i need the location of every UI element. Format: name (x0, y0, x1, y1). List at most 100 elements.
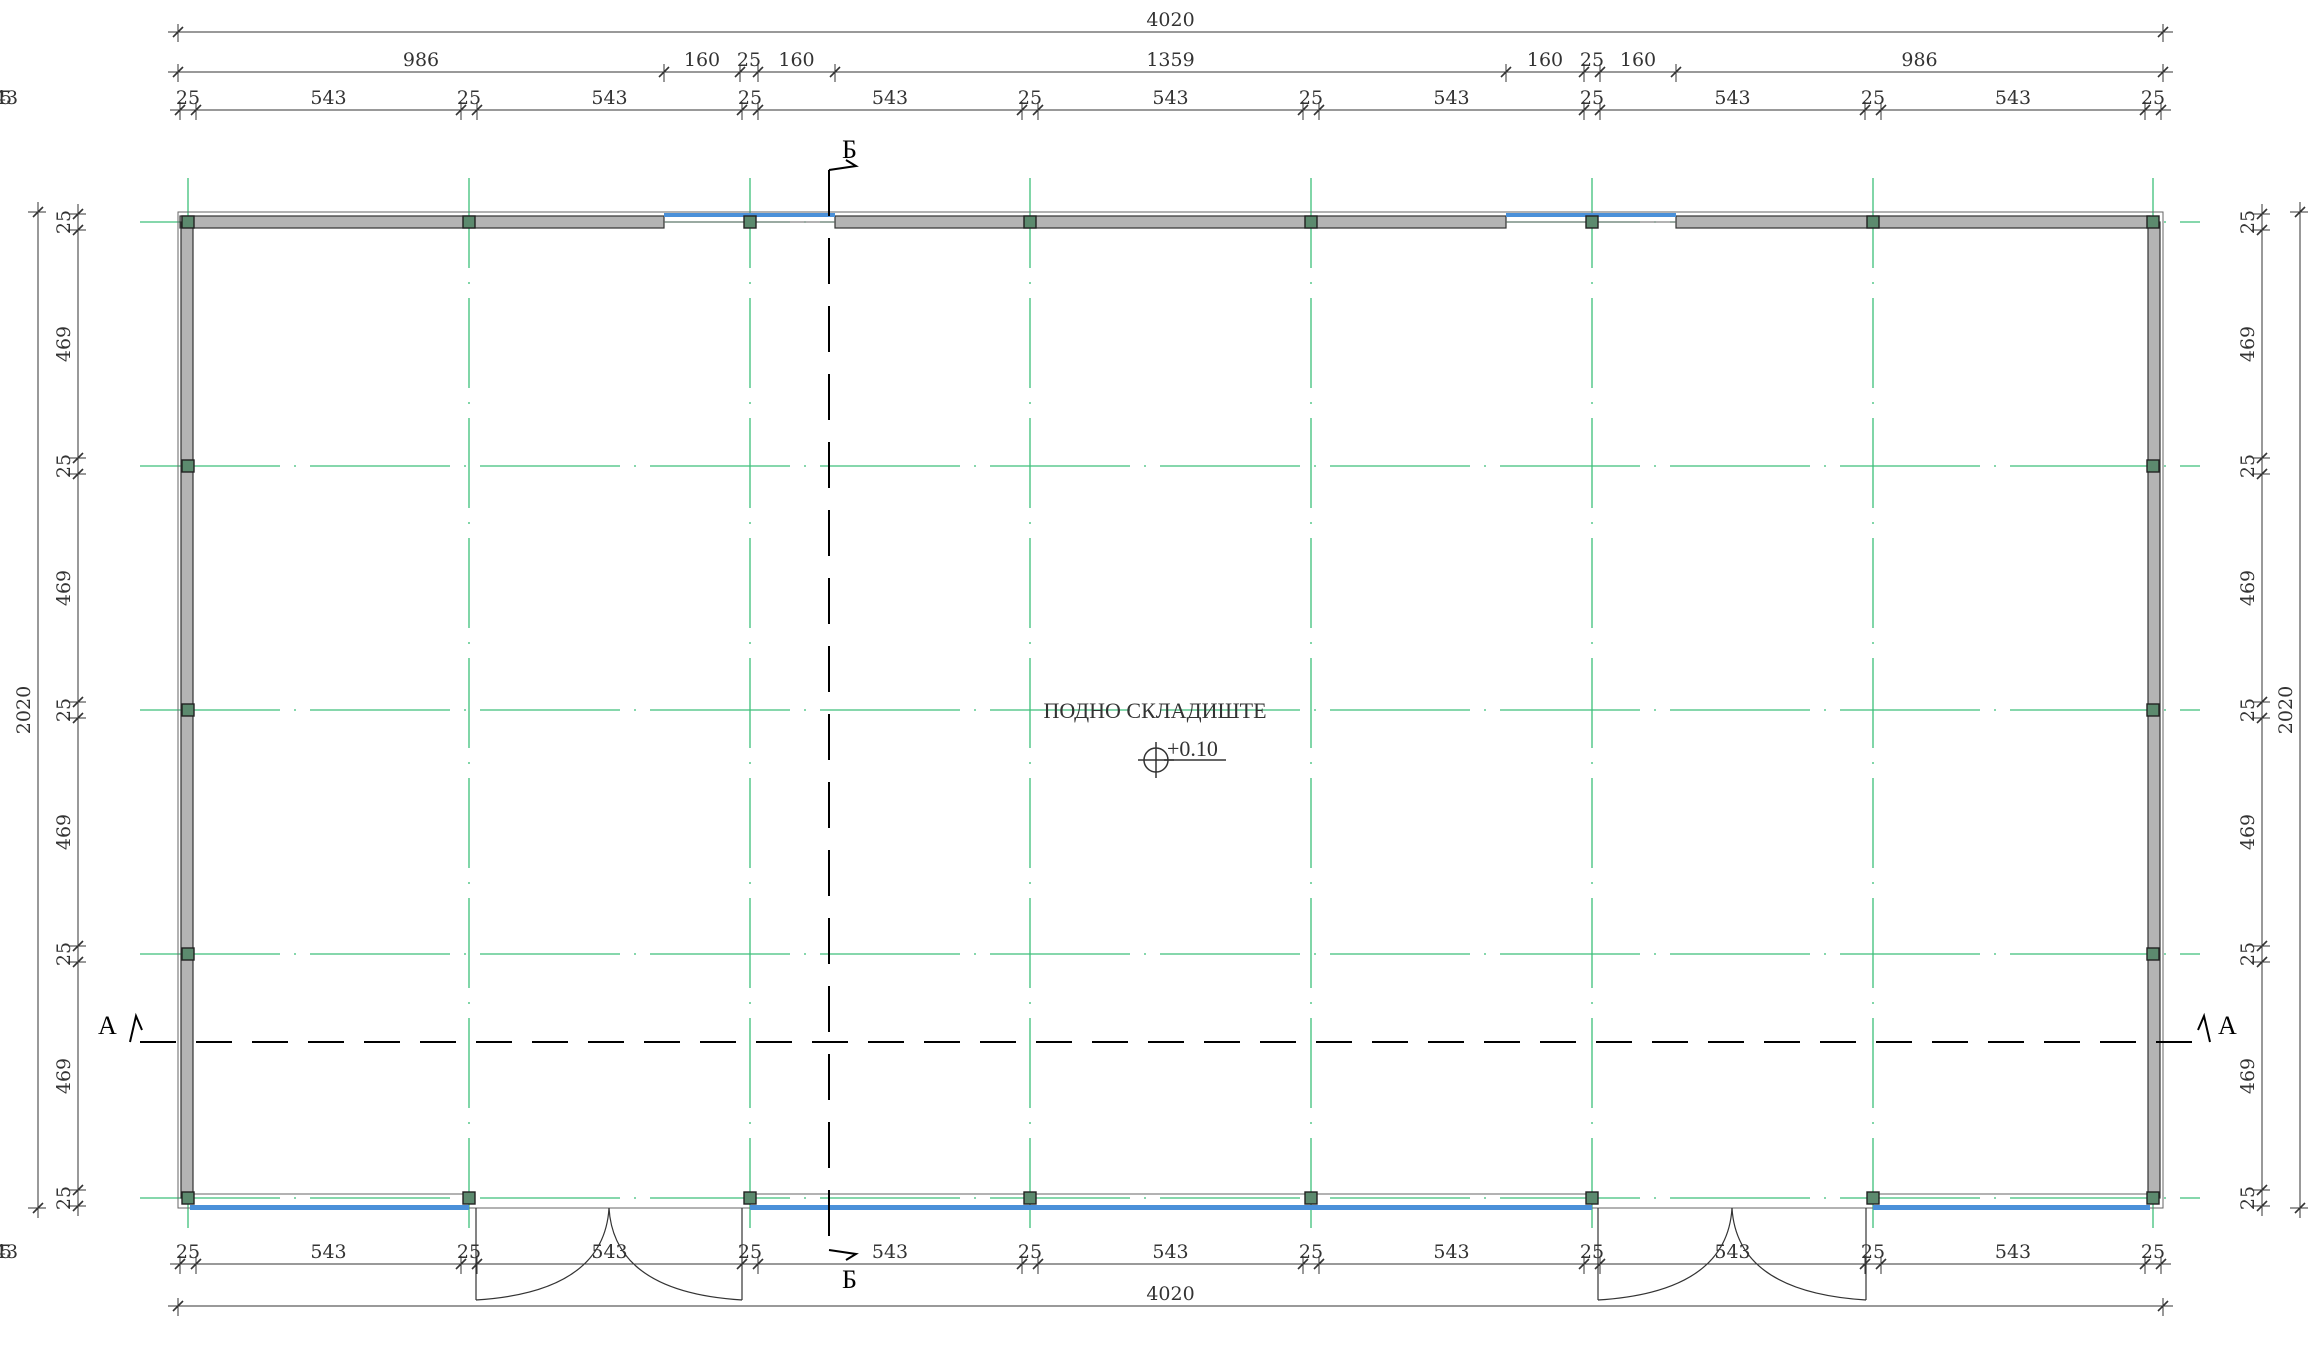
dim-right-2-tick (2256, 452, 2268, 464)
dim-right-5-tick (2256, 712, 2268, 724)
door-2-arc-left (1597, 1207, 1733, 1301)
bottom-window-1 (190, 1205, 469, 1210)
dim-bottom-row1-label-13: 543 (1995, 1241, 2031, 1263)
dim-top-row2-2-tick (734, 66, 746, 78)
dim-bottom-row1-3-tick (471, 1258, 483, 1270)
dim-right-overall-label-0: 2020 (2275, 686, 2297, 734)
dim-bottom-row1-2-tick (455, 1258, 467, 1270)
dim-right-6-tick (2256, 940, 2268, 952)
dim-top-row3-15-tick (2155, 104, 2167, 116)
dim-right-label-2: 25 (2237, 454, 2259, 478)
dim-top-row3-13-tick (1875, 104, 1887, 116)
top-window-2 (1506, 213, 1676, 217)
dim-top-row3-10-tick (1578, 104, 1590, 116)
dim-right-0-tick (2256, 208, 2268, 220)
dim-bottom-row1-4-tick (736, 1258, 748, 1270)
dim-right-label-3: 469 (2237, 570, 2259, 606)
dim-bottom-row1-label-9: 543 (1433, 1241, 1469, 1263)
dim-bottom-overall-label-0: 4020 (1146, 1283, 1194, 1305)
dim-top-overall-label-0: 4020 (1146, 9, 1194, 31)
column-21 (181, 1191, 195, 1205)
dim-top-row3-11-tick (1594, 104, 1606, 116)
dim-left-label-1: 469 (53, 326, 75, 362)
dim-right-4-tick (2256, 696, 2268, 708)
column-15 (462, 1191, 476, 1205)
dim-right-label-1: 469 (2237, 326, 2259, 362)
columns (181, 215, 2160, 1205)
top-wall-panel-1 (179, 215, 665, 229)
dim-right-1-tick (2256, 224, 2268, 236)
dim-top-overall-1-tick (2157, 26, 2169, 38)
dim-top-row3-label-1: 543 (310, 87, 346, 109)
column-9 (181, 459, 195, 473)
dim-left-7-tick (72, 956, 84, 968)
door-1-arc-right (608, 1207, 743, 1301)
column-3 (743, 215, 757, 229)
dim-top-row3-label-16: 25 (0, 87, 12, 109)
dim-top-overall-0-tick (172, 26, 184, 38)
bottom-window-3 (1873, 1205, 2150, 1210)
dim-top-row2-label-8: 986 (1901, 49, 1937, 71)
dim-right-overall-1-tick (2294, 1202, 2306, 1214)
dim-bottom-row1-label-6: 25 (1018, 1241, 1042, 1263)
dim-top-row3-label-11: 543 (1714, 87, 1750, 109)
dim-left-label-5: 469 (53, 814, 75, 850)
dim-bottom-row1-label-5: 543 (872, 1241, 908, 1263)
dim-bottom-row1-13-tick (1875, 1258, 1887, 1270)
dim-right-3-tick (2256, 468, 2268, 480)
dim-top-row2-1-tick (658, 66, 670, 78)
dim-right-label-6: 25 (2237, 942, 2259, 966)
dim-top-row3-2-tick (455, 104, 467, 116)
dim-bottom-row1-14-tick (2139, 1258, 2151, 1270)
section-a-arrow-right (2197, 1012, 2211, 1043)
column-12 (2146, 703, 2160, 717)
dim-top-row2-label-2: 25 (737, 49, 761, 71)
dim-top-row3-3-tick (471, 104, 483, 116)
dim-top-row3-7-tick (1032, 104, 1044, 116)
dim-bottom-row1-label-8: 25 (1299, 1241, 1323, 1263)
dim-top-row3-label-9: 543 (1433, 87, 1469, 109)
dim-top-row2-7-tick (1594, 66, 1606, 78)
dim-left-overall-label-0: 2020 (13, 686, 35, 734)
dim-left-label-7: 469 (53, 1058, 75, 1094)
dim-bottom-row1-label-3: 543 (591, 1241, 627, 1263)
column-5 (1304, 215, 1318, 229)
dim-top-row3-5-tick (752, 104, 764, 116)
column-13 (181, 947, 195, 961)
dim-left-label-4: 25 (53, 698, 75, 722)
dim-top-row2-label-5: 160 (1527, 49, 1563, 71)
dim-top-row3-label-5: 543 (872, 87, 908, 109)
section-a-label-left: А (98, 1011, 117, 1040)
dim-top-row3-4-tick (736, 104, 748, 116)
dim-right-8-tick (2256, 1184, 2268, 1196)
dim-top-row2-9-tick (2157, 66, 2169, 78)
dim-right-9-tick (2256, 1200, 2268, 1212)
dim-right-label-0: 25 (2237, 210, 2259, 234)
dim-bottom-row1-label-12: 25 (1861, 1241, 1885, 1263)
column-4 (1023, 215, 1037, 229)
dim-bottom-row1-6-tick (1016, 1258, 1028, 1270)
dim-left-3-tick (72, 468, 84, 480)
column-17 (1023, 1191, 1037, 1205)
dim-bottom-overall-0-tick (172, 1300, 184, 1312)
dim-left-2-tick (72, 452, 84, 464)
dim-bottom-row1-5-tick (752, 1258, 764, 1270)
column-18 (1304, 1191, 1318, 1205)
column-10 (2146, 459, 2160, 473)
dim-right-label-7: 469 (2237, 1058, 2259, 1094)
dim-top-row3-label-12: 25 (1861, 87, 1885, 109)
dim-top-row3-label-2: 25 (457, 87, 481, 109)
dim-top-row3-label-8: 25 (1299, 87, 1323, 109)
dim-bottom-row1-10-tick (1578, 1258, 1590, 1270)
dim-top-row3-9-tick (1313, 104, 1325, 116)
dim-top-row3-12-tick (1859, 104, 1871, 116)
dim-top-row3-label-4: 25 (738, 87, 762, 109)
dim-top-row2-5-tick (1500, 66, 1512, 78)
dim-left-8-tick (72, 1184, 84, 1196)
dim-top-row3-8-tick (1297, 104, 1309, 116)
dim-top-row2-label-4: 1359 (1146, 49, 1194, 71)
dim-bottom-row1-label-0: 25 (176, 1241, 200, 1263)
dim-bottom-row1-7-tick (1032, 1258, 1044, 1270)
dim-top-row2-6-tick (1578, 66, 1590, 78)
